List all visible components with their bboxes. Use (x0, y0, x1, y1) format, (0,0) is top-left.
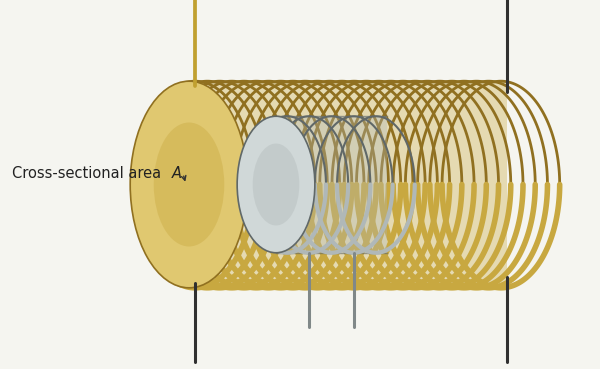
Text: $A$: $A$ (171, 165, 183, 182)
Ellipse shape (253, 144, 299, 225)
Ellipse shape (237, 116, 315, 253)
Polygon shape (276, 116, 387, 253)
Polygon shape (189, 81, 507, 288)
Ellipse shape (154, 123, 224, 246)
Text: Cross-sectional area: Cross-sectional area (12, 166, 166, 181)
Ellipse shape (130, 81, 248, 288)
